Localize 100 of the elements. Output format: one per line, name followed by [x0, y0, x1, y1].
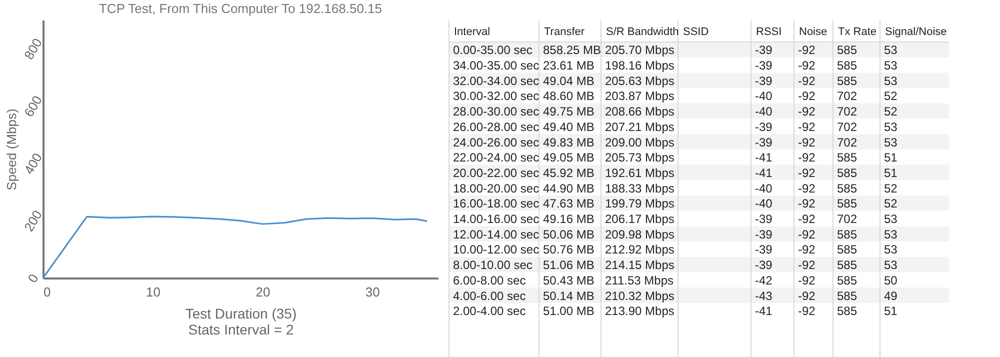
text: 53 [884, 227, 898, 242]
text: 585 [837, 273, 858, 288]
text: 6.00-8.00 sec [453, 273, 526, 288]
text: Stats Interval = 2 [188, 322, 294, 338]
text: 28.00-30.00 sec [453, 104, 540, 119]
category-label: S/R Bandwidth [606, 26, 679, 38]
text: 585 [837, 58, 858, 73]
text: -92 [798, 58, 816, 73]
text: 48.60 MB [543, 89, 594, 104]
text: 18.00-20.00 sec [453, 181, 540, 196]
text: 52 [884, 181, 898, 196]
text: 52 [884, 104, 898, 119]
text: 198.16 Mbps [605, 58, 674, 73]
text: 206.17 Mbps [605, 212, 674, 226]
text: 52 [884, 196, 898, 211]
text: 205.70 Mbps [605, 43, 674, 58]
text: 51 [884, 150, 898, 165]
text: 12.00-14.00 sec [453, 227, 540, 242]
text: 10.00-12.00 sec [453, 242, 540, 257]
text: 53 [884, 43, 898, 58]
text: 585 [837, 288, 858, 303]
category-label: Signal/Noise [885, 26, 947, 38]
x-tick-label: 20 [256, 284, 270, 300]
text: 53 [884, 74, 898, 88]
text: -40 [755, 89, 772, 104]
text: 20.00-22.00 sec [453, 166, 540, 180]
text: 50.14 MB [543, 288, 594, 303]
x-axis-title: Test Duration (35) [185, 306, 297, 322]
text: -92 [798, 227, 816, 242]
text: 22.00-24.00 sec [453, 150, 540, 165]
text: 210.32 Mbps [605, 288, 674, 303]
text: 702 [837, 89, 858, 104]
text: 585 [837, 181, 858, 196]
text: -39 [755, 258, 772, 272]
text: 214.15 Mbps [605, 258, 674, 272]
text: 585 [837, 258, 858, 272]
text: 53 [884, 242, 898, 257]
text: 209.00 Mbps [605, 135, 674, 150]
category-label: Tx Rate [838, 26, 877, 38]
category-label: Noise [799, 26, 828, 38]
text: 50 [884, 273, 898, 288]
text: -92 [798, 196, 816, 211]
text: -40 [755, 196, 772, 211]
text: -92 [798, 89, 816, 104]
text: 858.25 MB [543, 43, 602, 58]
text: 49.83 MB [543, 135, 594, 150]
text: -92 [798, 288, 816, 303]
text: -41 [755, 166, 772, 180]
text: 44.90 MB [543, 181, 594, 196]
line-series [42, 216, 428, 279]
text: 702 [837, 135, 858, 150]
text: 208.66 Mbps [605, 104, 674, 119]
text: -92 [798, 304, 816, 318]
text: 34.00-35.00 sec [453, 58, 540, 73]
text: -42 [755, 273, 772, 288]
text: 199.79 Mbps [605, 196, 674, 211]
category-label: RSSI [756, 26, 782, 38]
text: 702 [837, 104, 858, 119]
text: 51.00 MB [543, 304, 594, 318]
text: -39 [755, 74, 772, 88]
text: 0.00-35.00 sec [453, 43, 532, 58]
y-tick-label: 0 [24, 271, 42, 286]
text: -92 [798, 104, 816, 119]
category-label: Interval [454, 26, 490, 38]
text: 211.53 Mbps [605, 273, 674, 288]
text: 45.92 MB [543, 166, 594, 180]
text: 4.00-6.00 sec [453, 288, 526, 303]
text: 585 [837, 242, 858, 257]
text: -92 [798, 150, 816, 165]
text: -40 [755, 181, 772, 196]
chart-title: TCP Test, From This Computer To 192.168.50.15 [98, 1, 382, 16]
text: 702 [837, 212, 858, 226]
text: 205.73 Mbps [605, 150, 674, 165]
text: -92 [798, 135, 816, 150]
text: -41 [755, 304, 772, 318]
text: -39 [755, 227, 772, 242]
text: -40 [755, 104, 772, 119]
text: 32.00-34.00 sec [453, 74, 540, 88]
text: 49 [884, 288, 898, 303]
text: -43 [755, 288, 772, 303]
text: -92 [798, 43, 816, 58]
text: 585 [837, 74, 858, 88]
text: -39 [755, 242, 772, 257]
text: 203.87 Mbps [605, 89, 674, 104]
text: 50.43 MB [543, 273, 594, 288]
text: 585 [837, 166, 858, 180]
text: 585 [837, 150, 858, 165]
text: 53 [884, 58, 898, 73]
text: -92 [798, 273, 816, 288]
text: -39 [755, 212, 772, 226]
text: -41 [755, 150, 772, 165]
text: 49.40 MB [543, 120, 594, 134]
text: 188.33 Mbps [605, 181, 674, 196]
category-label: Transfer [544, 26, 585, 38]
text: -39 [755, 43, 772, 58]
y-tick-label: 600 [21, 93, 45, 120]
category-label: SSID [683, 26, 709, 38]
text: 51 [884, 166, 898, 180]
text: 49.16 MB [543, 212, 594, 226]
text: 207.21 Mbps [605, 120, 674, 134]
